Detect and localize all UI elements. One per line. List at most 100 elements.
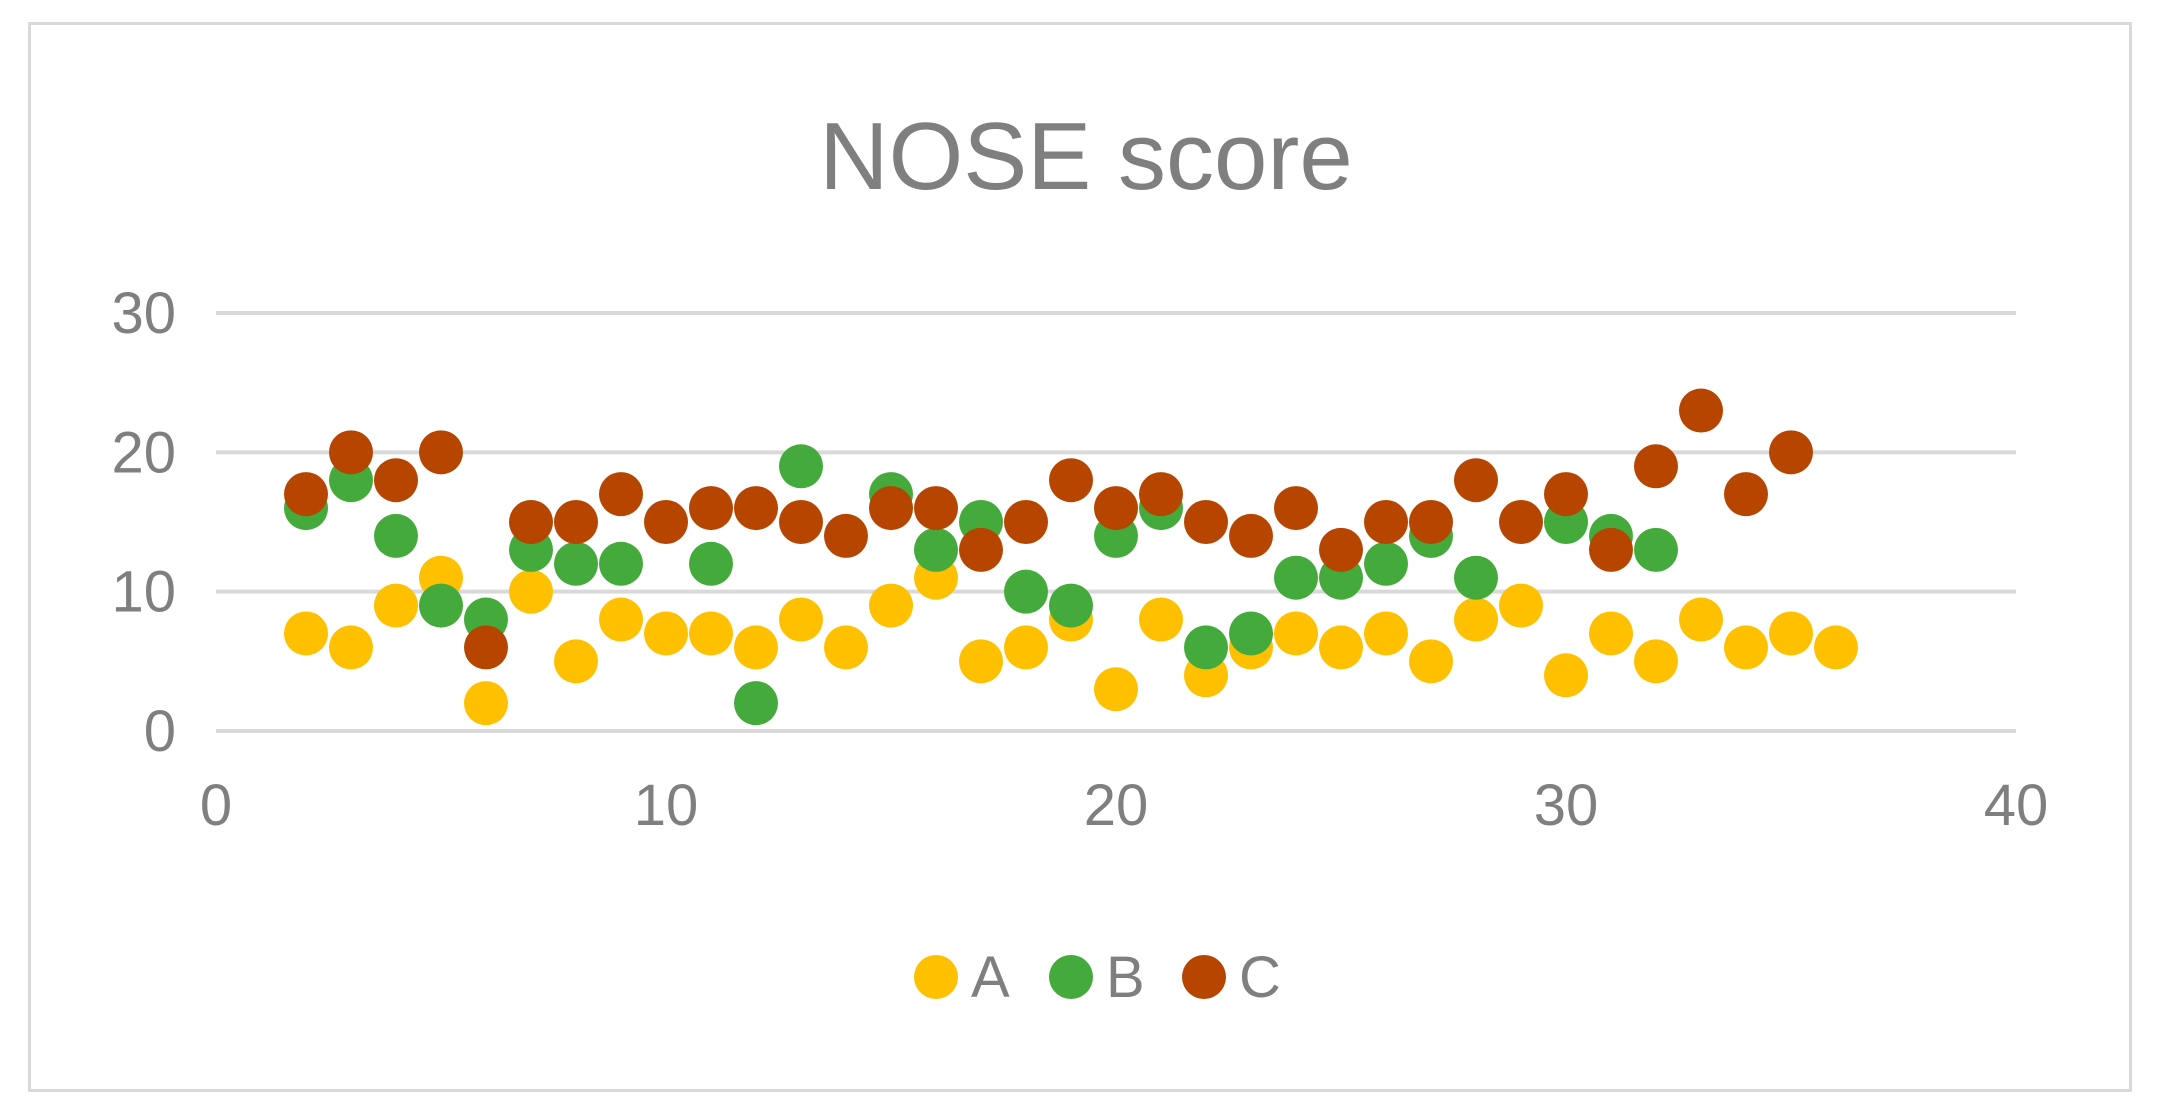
point-series-a: [464, 681, 508, 726]
legend-marker: [1182, 955, 1226, 999]
point-series-c: [734, 486, 778, 531]
point-series-c: [1679, 388, 1723, 433]
point-series-a: [509, 569, 553, 614]
point-series-a: [824, 625, 868, 670]
point-series-a: [1139, 597, 1183, 642]
point-series-c: [329, 430, 373, 475]
y-axis-ticks: 0 10 20 30: [111, 281, 176, 764]
point-series-a: [1094, 667, 1138, 712]
point-series-a: [734, 625, 778, 670]
legend-label: C: [1239, 945, 1281, 1010]
y-tick-label: 30: [111, 281, 176, 346]
point-series-b: [1004, 569, 1048, 614]
point-series-b: [1454, 555, 1498, 600]
point-series-a: [1274, 611, 1318, 656]
legend-item-c: C: [1182, 945, 1281, 1010]
point-series-b: [1229, 611, 1273, 656]
point-series-c: [599, 472, 643, 517]
scatter-chart: NOSE score 0 10 20 30 0 10 20 30 40 A B C: [111, 103, 2048, 1010]
point-series-b: [689, 541, 733, 586]
point-series-b: [1634, 527, 1678, 572]
point-series-a: [1409, 639, 1453, 684]
point-series-c: [1094, 486, 1138, 531]
point-series-c: [689, 486, 733, 531]
point-series-c: [464, 625, 508, 670]
point-series-b: [1274, 555, 1318, 600]
point-series-c: [1229, 513, 1273, 558]
point-series-c: [1544, 472, 1588, 517]
x-tick-label: 40: [1984, 773, 2049, 838]
point-series-c: [1724, 472, 1768, 517]
point-series-a: [1004, 625, 1048, 670]
point-series-a: [869, 583, 913, 628]
point-series-a: [554, 639, 598, 684]
point-series-c: [869, 486, 913, 531]
point-series-a: [1319, 625, 1363, 670]
point-series-b: [554, 541, 598, 586]
point-series-c: [1319, 527, 1363, 572]
x-tick-label: 0: [200, 773, 232, 838]
point-series-c: [959, 527, 1003, 572]
point-series-b: [734, 681, 778, 726]
chart-area: NOSE score 0 10 20 30 0 10 20 30 40 A B C: [28, 22, 2132, 1092]
point-series-a: [1544, 653, 1588, 698]
point-series-b: [1364, 541, 1408, 586]
legend-item-b: B: [1049, 945, 1145, 1010]
point-series-a: [644, 611, 688, 656]
point-series-a: [1499, 583, 1543, 628]
point-series-c: [1139, 472, 1183, 517]
point-series-c: [1589, 527, 1633, 572]
point-series-c: [1769, 430, 1813, 475]
point-series-c: [1634, 444, 1678, 489]
y-tick-label: 0: [144, 699, 176, 764]
point-series-c: [1004, 500, 1048, 544]
point-series-a: [329, 625, 373, 670]
legend-item-a: A: [914, 945, 1010, 1010]
point-series-b: [419, 583, 463, 628]
point-series-b: [599, 541, 643, 586]
point-series-a: [599, 597, 643, 642]
point-series-a: [284, 611, 328, 656]
point-series-c: [914, 486, 958, 531]
point-series-b: [374, 513, 418, 558]
legend-label: B: [1106, 945, 1145, 1010]
point-series-c: [644, 500, 688, 544]
point-series-a: [779, 597, 823, 642]
y-tick-label: 20: [111, 420, 176, 485]
x-tick-label: 20: [1084, 773, 1149, 838]
point-series-a: [689, 611, 733, 656]
y-tick-label: 10: [111, 560, 176, 625]
x-axis-ticks: 0 10 20 30 40: [200, 773, 2048, 838]
point-series-c: [419, 430, 463, 475]
point-series-c: [1274, 486, 1318, 531]
point-series-a: [1634, 639, 1678, 684]
point-series-a: [1364, 611, 1408, 656]
point-series-c: [779, 500, 823, 544]
x-tick-label: 10: [634, 773, 699, 838]
point-series-c: [1499, 500, 1543, 544]
legend-marker: [914, 955, 958, 999]
point-series-c: [1454, 458, 1498, 503]
point-series-a: [1589, 611, 1633, 656]
point-series-c: [1409, 500, 1453, 544]
point-series-a: [374, 583, 418, 628]
point-series-a: [1454, 597, 1498, 642]
legend: A B C: [914, 945, 1281, 1010]
point-series-a: [1769, 611, 1813, 656]
x-tick-label: 30: [1534, 773, 1599, 838]
point-series-a: [1724, 625, 1768, 670]
legend-label: A: [971, 945, 1010, 1010]
point-series-c: [1184, 500, 1228, 544]
point-series-b: [1049, 583, 1093, 628]
point-series-b: [914, 527, 958, 572]
legend-marker: [1049, 955, 1093, 999]
point-series-c: [554, 500, 598, 544]
point-series-b: [779, 444, 823, 489]
point-series-a: [959, 639, 1003, 684]
point-series-a: [1679, 597, 1723, 642]
point-series-c: [374, 458, 418, 503]
data-points: [284, 388, 1858, 726]
chart-title: NOSE score: [819, 103, 1352, 210]
point-series-c: [284, 472, 328, 517]
point-series-b: [1184, 625, 1228, 670]
